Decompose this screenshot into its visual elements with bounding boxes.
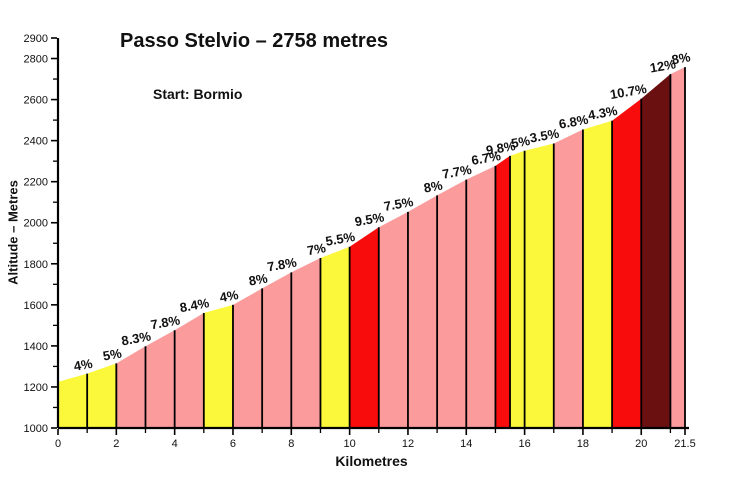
gradient-label: 7.7% (441, 162, 473, 182)
x-tick-label: 6 (230, 438, 236, 450)
gradient-label: 4.3% (587, 103, 619, 123)
profile-segment (116, 346, 146, 428)
profile-segment (203, 304, 233, 428)
gradient-label: 9.5% (354, 209, 386, 229)
x-tick-label: 20 (635, 438, 647, 450)
profile-segment (349, 227, 379, 428)
y-tick-label: 2000 (24, 218, 48, 230)
y-tick-label: 2200 (24, 177, 48, 189)
x-tick-label: 10 (344, 438, 356, 450)
gradient-label: 8% (670, 49, 692, 67)
x-tick-label: 18 (577, 438, 589, 450)
gradient-label: 5% (510, 133, 532, 151)
y-tick-label: 1600 (24, 300, 48, 312)
gradient-label: 8.4% (179, 295, 211, 315)
y-tick-label: 1200 (24, 382, 48, 394)
profile-segment (641, 74, 671, 428)
profile-segment (407, 195, 438, 428)
profile-segment (582, 120, 613, 428)
x-tick-label: 0 (55, 438, 61, 450)
profile-segment (232, 288, 263, 428)
y-axis-title: Altitude – Metres (5, 180, 21, 285)
gradient-label: 10.7% (609, 81, 648, 102)
x-tick-label: 4 (172, 438, 178, 450)
gradient-label: 7.5% (383, 194, 415, 214)
profile-segment (87, 363, 117, 428)
y-tick-label: 1800 (24, 259, 48, 271)
gradient-label: 9.8% (485, 138, 517, 158)
gradient-label: 4% (73, 356, 95, 374)
x-axis-title: Kilometres (335, 453, 408, 469)
x-tick-label: 21.5 (674, 438, 695, 450)
gradient-label: 4% (218, 287, 240, 305)
gradient-label: 7.8% (266, 255, 298, 275)
x-tick-label: 12 (402, 438, 414, 450)
y-tick-label: 1400 (24, 341, 48, 353)
gradient-label: 8% (248, 271, 270, 289)
profile-segment (495, 155, 511, 429)
start-annotation: Start: Bormio (153, 86, 243, 102)
gradient-label: 6.7% (470, 148, 502, 168)
profile-segment (262, 272, 292, 428)
gradient-label: 7% (306, 240, 328, 258)
profile-segment (612, 98, 642, 428)
x-tick-label: 2 (113, 438, 119, 450)
profile-segment (437, 179, 467, 428)
profile-segment (553, 129, 583, 428)
y-tick-label: 1000 (24, 423, 48, 435)
profile-segment (58, 373, 88, 428)
profile-segment (291, 258, 321, 428)
y-tick-label: 2600 (24, 95, 48, 107)
profile-segment (466, 165, 496, 428)
gradient-label: 7.8% (149, 312, 181, 332)
profile-segment (524, 143, 554, 429)
gradient-label: 6.8% (558, 112, 590, 132)
profile-segment (510, 150, 525, 429)
gradient-label: 5.5% (324, 229, 356, 249)
gradient-label: 8% (423, 178, 445, 196)
profile-segment (670, 67, 685, 428)
gradient-label: 12% (649, 56, 678, 75)
chart-title: Passo Stelvio – 2758 metres (120, 30, 388, 52)
profile-segment (320, 246, 350, 428)
x-tick-label: 16 (518, 438, 530, 450)
x-tick-label: 8 (288, 438, 294, 450)
gradient-label: 3.5% (528, 126, 560, 146)
profile-segment (174, 313, 204, 428)
gradient-label: 8.3% (120, 328, 152, 348)
profile-segment (378, 211, 408, 428)
y-tick-label: 2900 (24, 33, 48, 45)
x-tick-label: 14 (460, 438, 472, 450)
gradient-label: 5% (102, 345, 124, 363)
y-tick-label: 2400 (24, 136, 48, 148)
y-tick-label: 2800 (24, 54, 48, 66)
profile-segment (145, 330, 175, 428)
